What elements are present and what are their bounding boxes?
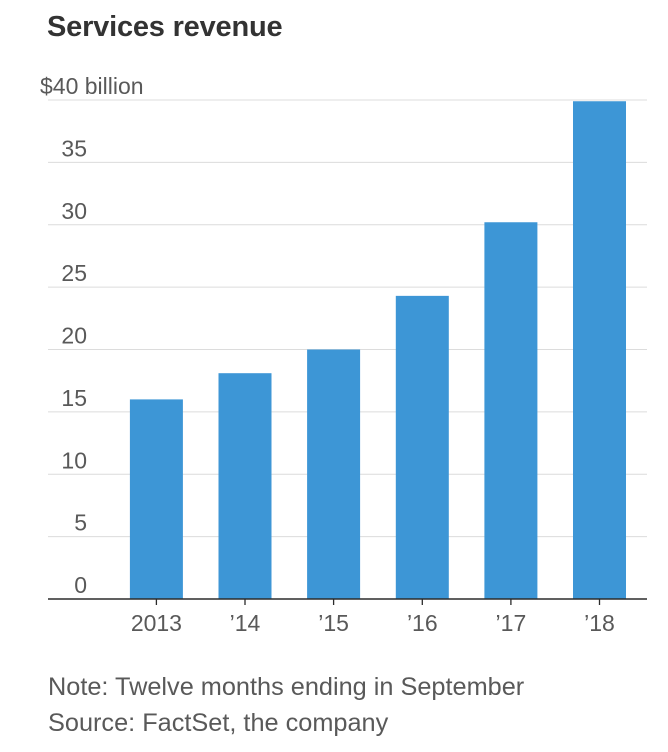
svg-text:’15: ’15 (318, 610, 349, 636)
svg-text:30: 30 (61, 198, 87, 224)
svg-text:’16: ’16 (407, 610, 438, 636)
svg-text:’18: ’18 (584, 610, 615, 636)
svg-text:5: 5 (74, 510, 87, 536)
svg-text:15: 15 (61, 385, 87, 411)
svg-text:2013: 2013 (131, 610, 182, 636)
svg-text:0: 0 (74, 572, 87, 598)
svg-text:25: 25 (61, 260, 87, 286)
svg-text:35: 35 (61, 135, 87, 161)
svg-text:10: 10 (61, 447, 87, 473)
svg-text:20: 20 (61, 323, 87, 349)
svg-text:’14: ’14 (230, 610, 261, 636)
svg-text:’17: ’17 (496, 610, 527, 636)
svg-text:$40 billion: $40 billion (40, 73, 144, 99)
